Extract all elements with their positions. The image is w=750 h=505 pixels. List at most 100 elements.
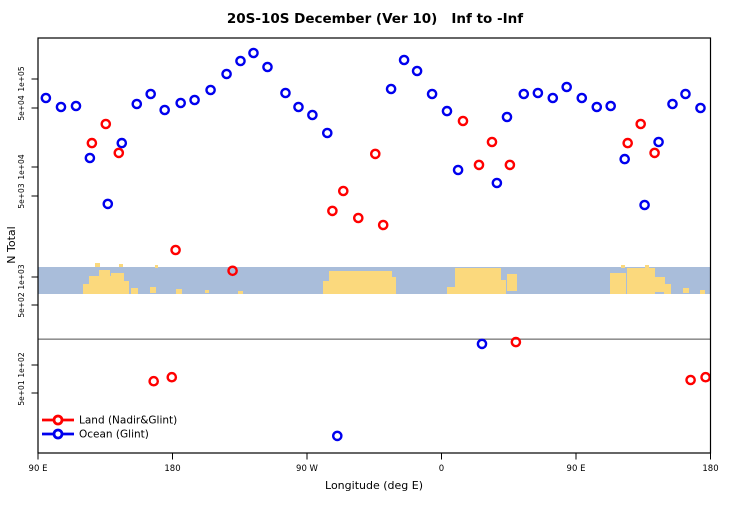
- map-land-patch: [645, 265, 649, 268]
- map-land-patch: [323, 281, 330, 294]
- data-point: [352, 212, 364, 224]
- data-point: [605, 100, 617, 112]
- data-point: [501, 111, 513, 123]
- data-point: [40, 92, 52, 104]
- map-land-patch: [447, 287, 456, 294]
- data-point: [100, 118, 112, 130]
- data-point: [473, 159, 485, 171]
- data-point: [491, 177, 503, 189]
- data-point: [327, 205, 338, 217]
- data-point: [293, 101, 304, 113]
- legend-item-ocean: Ocean (Glint): [42, 429, 149, 441]
- legend: Land (Nadir&Glint) Ocean (Glint): [42, 415, 177, 441]
- plot-border: [37, 37, 712, 454]
- data-point: [700, 371, 711, 383]
- data-point: [235, 55, 246, 67]
- data-point: [532, 87, 544, 99]
- data-point: [369, 148, 381, 160]
- data-point: [166, 371, 178, 383]
- x-tick-label: 90 W: [296, 464, 319, 474]
- data-point: [547, 92, 559, 104]
- map-land-patch: [122, 281, 129, 294]
- data-point: [148, 375, 159, 387]
- x-tick-label: 90 E: [29, 464, 48, 474]
- data-point: [504, 159, 516, 171]
- map-land-patch: [621, 265, 625, 268]
- data-point: [84, 152, 96, 164]
- data-point: [649, 147, 660, 159]
- map-land-patch: [95, 263, 100, 267]
- legend-item-land: Land (Nadir&Glint): [42, 415, 177, 427]
- x-tick-label: 0: [439, 464, 444, 474]
- map-land-patch: [99, 270, 110, 294]
- data-point: [426, 88, 438, 100]
- chart-title: 20S-10S December (Ver 10) Inf to -Inf: [227, 11, 523, 27]
- x-tick-label: 180: [702, 464, 718, 474]
- map-land-patch: [131, 288, 138, 294]
- map-land-patch: [150, 287, 156, 293]
- y-tick-label: 5e+01: [17, 380, 26, 405]
- data-point: [321, 127, 333, 139]
- data-point: [205, 84, 216, 96]
- data-point: [377, 219, 389, 231]
- data-point: [337, 185, 349, 197]
- data-point: [476, 338, 488, 350]
- y-axis-ticks: 1e+05 5e+04 1e+04 5e+03 1e+03 5e+02 1e+02 5e+01: [17, 66, 38, 406]
- legend-ocean-label: Ocean (Glint): [79, 429, 149, 441]
- x-axis-ticks: 90 E 180 90 W 0 90 E 180: [29, 453, 719, 474]
- data-point: [189, 94, 200, 106]
- data-point: [175, 97, 186, 109]
- data-point: [653, 136, 664, 148]
- map-land-patch: [700, 290, 705, 294]
- data-point: [170, 244, 181, 256]
- data-point: [685, 374, 696, 386]
- data-point: [441, 105, 453, 117]
- data-point: [680, 88, 691, 100]
- legend-land-label: Land (Nadir&Glint): [79, 415, 177, 427]
- x-tick-label: 90 E: [567, 464, 586, 474]
- y-tick-label: 5e+02: [17, 292, 26, 317]
- y-tick-label: 5e+03: [17, 183, 26, 208]
- map-land-patch: [238, 291, 243, 294]
- data-point: [86, 137, 98, 149]
- data-point: [331, 430, 343, 442]
- map-land-patch: [455, 268, 501, 294]
- data-point: [510, 336, 522, 348]
- y-tick-label: 1e+05: [17, 66, 26, 91]
- y-tick-label: 1e+02: [17, 352, 26, 377]
- data-point: [695, 102, 706, 114]
- map-land-patch: [390, 277, 396, 294]
- data-point: [280, 87, 291, 99]
- data-point: [622, 137, 634, 149]
- data-point: [248, 47, 259, 59]
- map-land-patch: [507, 274, 517, 291]
- data-point: [561, 81, 573, 93]
- map-land-patch: [176, 289, 182, 294]
- y-axis-title: N Total: [5, 226, 18, 263]
- data-point: [457, 115, 469, 127]
- data-point: [70, 100, 82, 112]
- data-point: [398, 54, 410, 66]
- data-point: [102, 198, 114, 210]
- map-land-patch: [501, 280, 506, 294]
- data-point: [145, 88, 156, 100]
- data-point: [591, 101, 603, 113]
- data-point: [227, 265, 238, 277]
- legend-ocean-marker-icon: [52, 428, 64, 440]
- data-point: [619, 153, 631, 165]
- map-land-patch: [205, 290, 209, 293]
- y-tick-label: 1e+03: [17, 264, 26, 289]
- data-point: [307, 109, 318, 121]
- map-land-patch: [627, 268, 655, 294]
- data-point: [576, 92, 588, 104]
- data-point: [452, 164, 464, 176]
- data-point: [635, 118, 647, 130]
- data-point: [262, 61, 273, 73]
- data-point: [518, 88, 530, 100]
- y-tick-label: 5e+04: [17, 95, 26, 120]
- land-points: [86, 115, 711, 387]
- map-land-patch: [111, 273, 124, 294]
- legend-land-marker-icon: [52, 414, 64, 426]
- ocean-points: [40, 47, 706, 442]
